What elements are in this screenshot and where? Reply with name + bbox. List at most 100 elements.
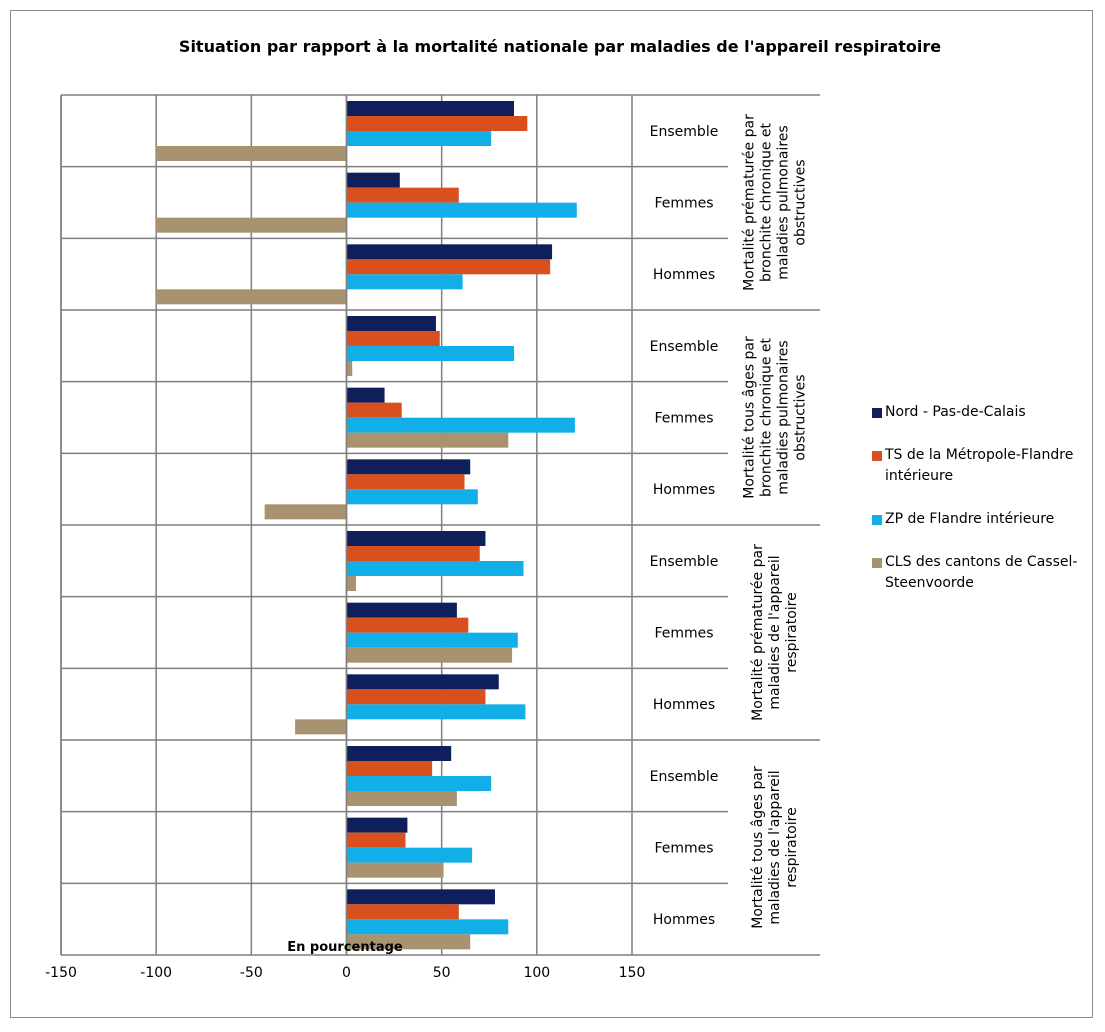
bar bbox=[346, 202, 577, 218]
bar bbox=[346, 546, 480, 561]
bar bbox=[346, 602, 457, 618]
bar bbox=[346, 432, 509, 448]
bar bbox=[346, 531, 486, 546]
bar bbox=[346, 402, 402, 418]
x-axis-label: En pourcentage bbox=[287, 940, 403, 955]
x-tick-label: -150 bbox=[45, 965, 77, 981]
bar bbox=[346, 172, 400, 188]
group-label-line: maladies pulmonaires bbox=[776, 125, 792, 279]
bar bbox=[346, 361, 353, 376]
bar bbox=[346, 417, 575, 433]
group-label: Mortalité tous âges parbronchite chroniq… bbox=[742, 336, 809, 499]
bar bbox=[346, 576, 357, 591]
bar bbox=[346, 101, 514, 116]
category-label: Femmes bbox=[654, 196, 713, 212]
group-label-line: Mortalité prématurée par bbox=[750, 544, 766, 721]
bar bbox=[346, 704, 526, 720]
category-label: Femmes bbox=[654, 841, 713, 857]
legend-swatch-zp bbox=[872, 515, 882, 525]
x-tick-label: -100 bbox=[140, 965, 172, 981]
chart-frame bbox=[10, 10, 1093, 1018]
bar bbox=[346, 617, 469, 633]
bar bbox=[346, 387, 385, 403]
legend-item: CLS des cantons de Cassel-Steenvoorde bbox=[872, 552, 1092, 594]
bar bbox=[346, 259, 551, 275]
bar bbox=[346, 889, 495, 905]
bar bbox=[156, 289, 347, 305]
category-label: Femmes bbox=[654, 411, 713, 427]
bar bbox=[156, 146, 347, 161]
category-label: Ensemble bbox=[650, 554, 719, 570]
bar bbox=[346, 474, 465, 490]
bar bbox=[346, 489, 478, 505]
category-label: Hommes bbox=[653, 267, 715, 283]
bar bbox=[346, 274, 463, 290]
bar bbox=[346, 817, 408, 833]
bar bbox=[346, 187, 459, 203]
category-label: Ensemble bbox=[650, 124, 719, 140]
category-label: Femmes bbox=[654, 626, 713, 642]
bar bbox=[346, 689, 486, 705]
bar bbox=[346, 561, 524, 576]
category-label: Hommes bbox=[653, 912, 715, 928]
group-label-line: obstructives bbox=[793, 374, 809, 460]
category-label: Hommes bbox=[653, 697, 715, 713]
legend-swatch-ts bbox=[872, 451, 882, 461]
bar bbox=[295, 719, 347, 735]
legend-swatch-nord bbox=[872, 408, 882, 418]
group-label-line: bronchite chronique et bbox=[759, 337, 775, 497]
bar bbox=[346, 847, 473, 863]
bar bbox=[346, 862, 444, 878]
bar bbox=[156, 217, 347, 233]
legend-label: ZP de Flandre intérieure bbox=[885, 511, 1055, 527]
legend: Nord - Pas-de-Calais TS de la Métropole-… bbox=[872, 402, 1092, 616]
bar bbox=[346, 919, 509, 935]
x-tick-label: 50 bbox=[433, 965, 451, 981]
legend-item: Nord - Pas-de-Calais bbox=[872, 402, 1092, 423]
bar bbox=[346, 116, 528, 131]
bar bbox=[346, 346, 514, 361]
bar bbox=[264, 504, 347, 520]
category-label: Ensemble bbox=[650, 769, 719, 785]
bar bbox=[346, 244, 553, 260]
group-label-line: respiratoire bbox=[784, 807, 800, 887]
group-label: Mortalité prématurée parmaladies de l'ap… bbox=[750, 544, 800, 721]
bar bbox=[346, 746, 452, 761]
bar bbox=[346, 776, 492, 791]
x-tick-label: 0 bbox=[342, 965, 351, 981]
bar bbox=[346, 316, 436, 331]
bar bbox=[346, 832, 406, 848]
bar bbox=[346, 459, 471, 475]
bar bbox=[346, 934, 471, 950]
group-label-line: maladies de l'appareil bbox=[767, 555, 783, 709]
category-label: Ensemble bbox=[650, 339, 719, 355]
group-label-line: maladies pulmonaires bbox=[776, 340, 792, 494]
group-label-line: respiratoire bbox=[784, 592, 800, 672]
bar bbox=[346, 647, 513, 663]
group-label-line: Mortalité prématurée par bbox=[742, 114, 758, 291]
bar bbox=[346, 131, 492, 146]
legend-swatch-cls bbox=[872, 558, 882, 568]
x-tick-label: 100 bbox=[523, 965, 550, 981]
category-label: Hommes bbox=[653, 482, 715, 498]
chart-title: Situation par rapport à la mortalité nat… bbox=[178, 37, 942, 56]
group-label-line: bronchite chronique et bbox=[759, 122, 775, 282]
legend-label: CLS des cantons de Cassel-Steenvoorde bbox=[885, 554, 1078, 591]
bar bbox=[346, 791, 457, 806]
legend-label: TS de la Métropole-Flandre intérieure bbox=[885, 447, 1074, 484]
legend-item: ZP de Flandre intérieure bbox=[872, 509, 1092, 530]
bar bbox=[346, 904, 459, 920]
group-label-line: Mortalité tous âges par bbox=[742, 336, 758, 499]
legend-item: TS de la Métropole-Flandre intérieure bbox=[872, 445, 1092, 487]
group-label-line: maladies de l'appareil bbox=[767, 770, 783, 924]
x-tick-label: 150 bbox=[619, 965, 646, 981]
group-label-line: obstructives bbox=[793, 159, 809, 245]
x-tick-label: -50 bbox=[240, 965, 263, 981]
group-label-line: Mortalité tous âges par bbox=[750, 766, 766, 929]
legend-label: Nord - Pas-de-Calais bbox=[885, 404, 1026, 420]
bar bbox=[346, 674, 499, 690]
bar bbox=[346, 761, 433, 776]
group-label: Mortalité tous âges parmaladies de l'app… bbox=[750, 766, 800, 929]
bar bbox=[346, 331, 440, 346]
